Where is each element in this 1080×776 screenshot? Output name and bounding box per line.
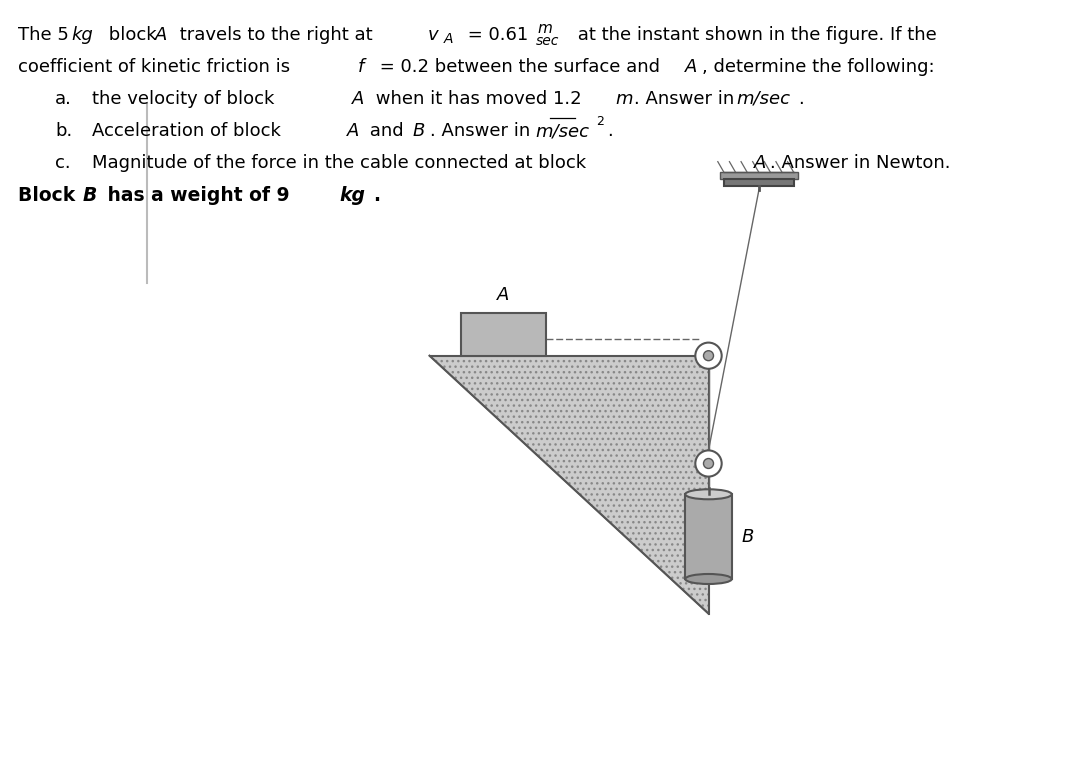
Text: f: f (357, 58, 364, 76)
Text: .: . (798, 90, 804, 108)
Text: A: A (352, 90, 364, 108)
FancyBboxPatch shape (720, 172, 798, 178)
Ellipse shape (685, 574, 732, 584)
Text: kg: kg (339, 186, 365, 205)
Polygon shape (430, 355, 708, 614)
Text: A: A (347, 122, 360, 140)
Text: = 0.61: = 0.61 (462, 26, 534, 44)
Text: 2: 2 (596, 115, 604, 128)
Text: A: A (497, 286, 510, 304)
Text: Magnitude of the force in the cable connected at block: Magnitude of the force in the cable conn… (92, 154, 592, 172)
Text: B: B (741, 528, 754, 546)
Text: Block: Block (18, 186, 82, 205)
Text: B: B (83, 186, 97, 205)
Text: and: and (364, 122, 409, 140)
Circle shape (696, 450, 721, 476)
Text: .: . (607, 122, 612, 140)
Text: kg: kg (71, 26, 93, 44)
Text: A: A (444, 32, 454, 46)
Text: .: . (373, 186, 380, 205)
Text: when it has moved 1.2: when it has moved 1.2 (370, 90, 588, 108)
Circle shape (703, 459, 714, 469)
Text: a.: a. (55, 90, 72, 108)
Text: A: A (754, 154, 767, 172)
Text: A: A (156, 26, 167, 44)
Text: Acceleration of block: Acceleration of block (92, 122, 286, 140)
Text: = 0.2 between the surface and: = 0.2 between the surface and (374, 58, 665, 76)
Text: , determine the following:: , determine the following: (702, 58, 934, 76)
Text: has a weight of 9: has a weight of 9 (102, 186, 296, 205)
Circle shape (703, 351, 714, 361)
Text: . Answer in: . Answer in (634, 90, 740, 108)
Ellipse shape (685, 490, 732, 499)
Text: v: v (428, 26, 438, 44)
FancyBboxPatch shape (724, 178, 794, 186)
Text: c.: c. (55, 154, 70, 172)
Text: . Answer in Newton.: . Answer in Newton. (770, 154, 950, 172)
Text: m: m (537, 21, 552, 36)
Text: sec: sec (536, 34, 559, 48)
Text: block: block (103, 26, 162, 44)
FancyBboxPatch shape (685, 494, 732, 579)
Text: The 5: The 5 (18, 26, 75, 44)
Text: A: A (685, 58, 698, 76)
Text: travels to the right at: travels to the right at (174, 26, 378, 44)
Text: at the instant shown in the figure. If the: at the instant shown in the figure. If t… (572, 26, 936, 44)
Text: coefficient of kinetic friction is: coefficient of kinetic friction is (18, 58, 296, 76)
Text: . Answer in: . Answer in (430, 122, 536, 140)
Circle shape (696, 342, 721, 369)
Text: b.: b. (55, 122, 72, 140)
Text: m/sec: m/sec (535, 122, 589, 140)
Text: B: B (413, 122, 426, 140)
Text: the velocity of block: the velocity of block (92, 90, 280, 108)
FancyBboxPatch shape (460, 314, 545, 355)
Text: m/sec: m/sec (735, 90, 789, 108)
Text: m: m (615, 90, 633, 108)
